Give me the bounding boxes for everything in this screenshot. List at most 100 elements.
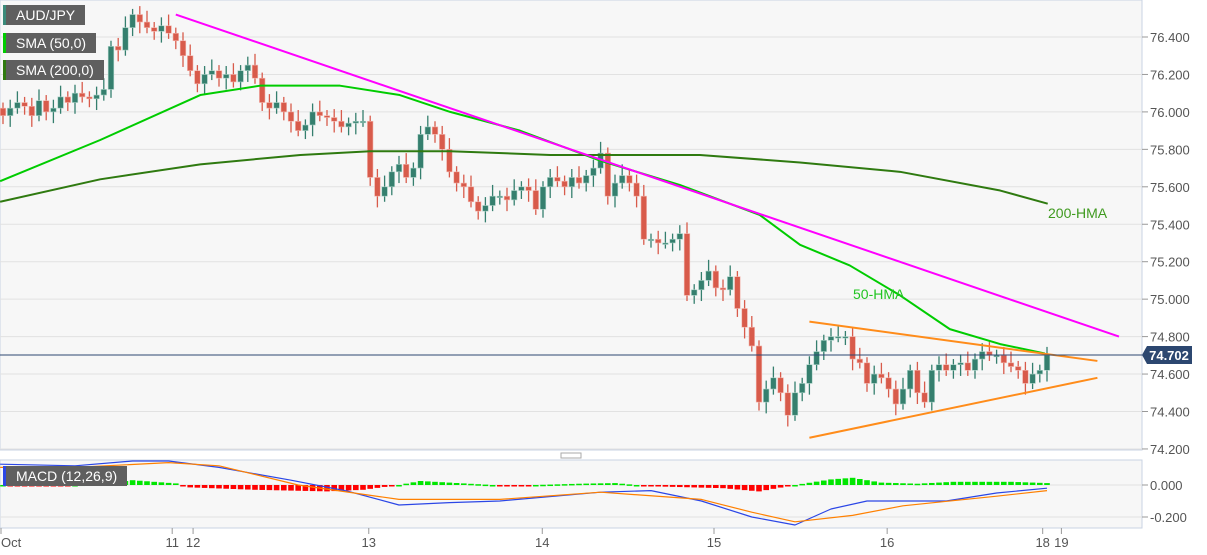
- candle-up: [14, 102, 21, 109]
- y-tick-label: 74.800: [1150, 330, 1190, 345]
- candle-down: [0, 107, 7, 116]
- macd-histogram-bar: [806, 482, 813, 485]
- macd-histogram-bar: [259, 485, 265, 490]
- candle-up: [122, 27, 129, 51]
- macd-histogram-bar: [727, 485, 733, 489]
- candle-up: [763, 388, 770, 403]
- macd-histogram-bar: [497, 485, 503, 487]
- y-tick-label: 76.000: [1150, 105, 1190, 120]
- macd-histogram-bar: [439, 482, 445, 485]
- macd-histogram-bar: [900, 483, 906, 485]
- candle-down: [755, 345, 763, 403]
- candle-up: [511, 190, 518, 201]
- signal-line: [0, 462, 1048, 523]
- candle-down: [633, 182, 640, 197]
- macd-histogram-bar: [619, 483, 625, 486]
- candle-down: [28, 105, 35, 116]
- candle-down: [403, 164, 410, 178]
- candle-down: [914, 370, 921, 394]
- legend-symbol[interactable]: AUD/JPY: [3, 5, 86, 25]
- candle-down: [1015, 366, 1022, 371]
- legend-macd[interactable]: MACD (12,26,9): [3, 466, 128, 486]
- macd-histogram-bar: [569, 483, 575, 486]
- macd-histogram-bar: [252, 485, 258, 490]
- macd-histogram-bar: [273, 485, 280, 491]
- macd-histogram-bar: [475, 484, 481, 486]
- macd-histogram-bar: [324, 485, 330, 492]
- legend-sma50[interactable]: SMA (50,0): [3, 33, 97, 53]
- candle-up: [568, 177, 575, 188]
- candle-up: [791, 392, 799, 416]
- macd-histogram-bar: [446, 482, 453, 485]
- price-panel: [0, 0, 1143, 451]
- candle-up: [583, 175, 590, 184]
- candle-down: [215, 70, 223, 79]
- candle-down: [1007, 362, 1015, 367]
- macd-histogram-bar: [144, 481, 150, 485]
- candle-up: [806, 364, 813, 384]
- candle-down: [892, 388, 899, 405]
- candle-up: [273, 102, 280, 109]
- macd-histogram-bar: [871, 481, 877, 485]
- candle-down: [719, 287, 727, 291]
- macd-histogram-bar: [187, 485, 193, 488]
- candle-up: [107, 46, 115, 90]
- candle-up: [223, 74, 230, 79]
- macd-histogram-bar: [821, 480, 827, 485]
- candle-up: [971, 358, 979, 371]
- macd-histogram-bar: [511, 485, 517, 487]
- panel-resize-handle[interactable]: [560, 452, 582, 459]
- candle-down: [554, 177, 561, 182]
- candle-down: [194, 70, 201, 85]
- y-tick-label: 75.800: [1150, 142, 1190, 157]
- macd-histogram-bar: [893, 483, 899, 485]
- macd-histogram-bar: [489, 485, 496, 487]
- candle-up: [691, 289, 698, 296]
- candle-up: [813, 351, 820, 365]
- macd-histogram-bar: [770, 485, 777, 489]
- candle-down: [784, 392, 791, 416]
- macd-histogram-bar: [907, 483, 913, 485]
- candle-up: [899, 388, 907, 405]
- candle-down: [287, 111, 295, 122]
- candle-down: [460, 182, 467, 188]
- candle-down: [734, 276, 741, 309]
- x-tick-label: 12: [186, 535, 200, 550]
- macd-histogram-bar: [734, 485, 741, 490]
- macd-histogram-bar: [828, 479, 834, 485]
- macd-histogram-bar: [1015, 482, 1021, 485]
- candle-down: [43, 100, 50, 113]
- macd-histogram-bar: [216, 485, 222, 489]
- macd-histogram-bar: [209, 485, 215, 489]
- candle-up: [611, 182, 619, 197]
- candle-up: [842, 336, 849, 339]
- annotation-50-hma: 50-HMA: [853, 286, 905, 302]
- legend-sma200[interactable]: SMA (200,0): [3, 60, 104, 80]
- candle-down: [143, 21, 151, 28]
- candle-up: [647, 238, 655, 242]
- candle-down: [79, 92, 86, 98]
- candle-up: [871, 373, 878, 384]
- y-tick-label: 75.600: [1150, 180, 1190, 195]
- macd-histogram-bar: [504, 485, 510, 487]
- candle-down: [525, 186, 532, 191]
- candle-down: [712, 270, 719, 289]
- macd-histogram-bar: [929, 482, 935, 485]
- macd-histogram-bar: [648, 485, 654, 487]
- candle-down: [280, 102, 287, 113]
- macd-histogram-bar: [857, 479, 863, 485]
- candle-up: [489, 195, 496, 206]
- macd-histogram-bar: [626, 484, 633, 486]
- candle-down: [251, 64, 259, 79]
- x-tick-label: 18: [1035, 535, 1049, 550]
- hma200-line: [0, 150, 1048, 205]
- macd-histogram-bar: [698, 485, 705, 488]
- candle-down: [21, 102, 28, 107]
- macd-histogram-bar: [749, 485, 755, 491]
- candle-down: [640, 195, 647, 240]
- macd-histogram-bar: [756, 485, 762, 492]
- candle-up: [835, 336, 842, 339]
- candle-down: [439, 134, 446, 150]
- macd-histogram-bar: [785, 485, 791, 487]
